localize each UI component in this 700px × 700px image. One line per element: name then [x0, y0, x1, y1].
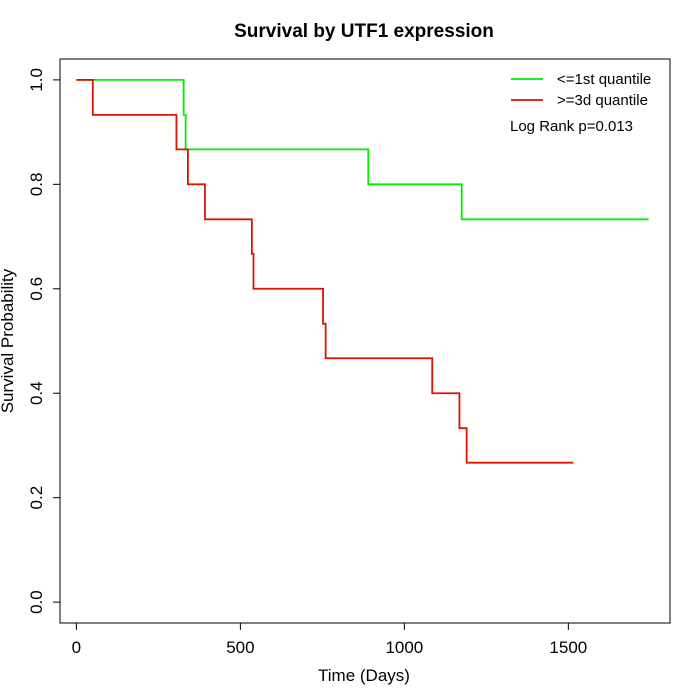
- x-tick-label: 500: [226, 638, 254, 657]
- legend-label: <=1st quantile: [557, 71, 651, 88]
- y-tick-label: 0.2: [27, 486, 46, 510]
- plot-frame: [59, 58, 671, 624]
- y-tick-label: 0.6: [27, 277, 46, 301]
- legend: <=1st quantile >=3d quantile: [511, 71, 651, 109]
- y-tick-label: 0.4: [27, 381, 46, 405]
- legend-label: >=3d quantile: [557, 92, 648, 109]
- y-tick-label: 1.0: [27, 68, 46, 92]
- x-tick-label: 1500: [549, 638, 587, 657]
- series-line-2: [76, 78, 574, 464]
- y-axis-label: Survival Probability: [0, 268, 17, 413]
- x-tick-label: 1000: [385, 638, 423, 657]
- y-axis: 0.0 0.2 0.4 0.6 0.8 1.0: [27, 68, 61, 614]
- y-tick-label: 0.0: [27, 590, 46, 614]
- survival-curves: [76, 78, 649, 464]
- x-tick-label: 0: [72, 638, 81, 657]
- x-axis: 0 500 1000 1500: [72, 622, 587, 657]
- log-rank-annotation: Log Rank p=0.013: [510, 118, 633, 135]
- chart-title: Survival by UTF1 expression: [234, 21, 494, 42]
- y-tick-label: 0.8: [27, 173, 46, 197]
- series-line-1: [76, 78, 649, 221]
- x-axis-label: Time (Days): [318, 666, 410, 685]
